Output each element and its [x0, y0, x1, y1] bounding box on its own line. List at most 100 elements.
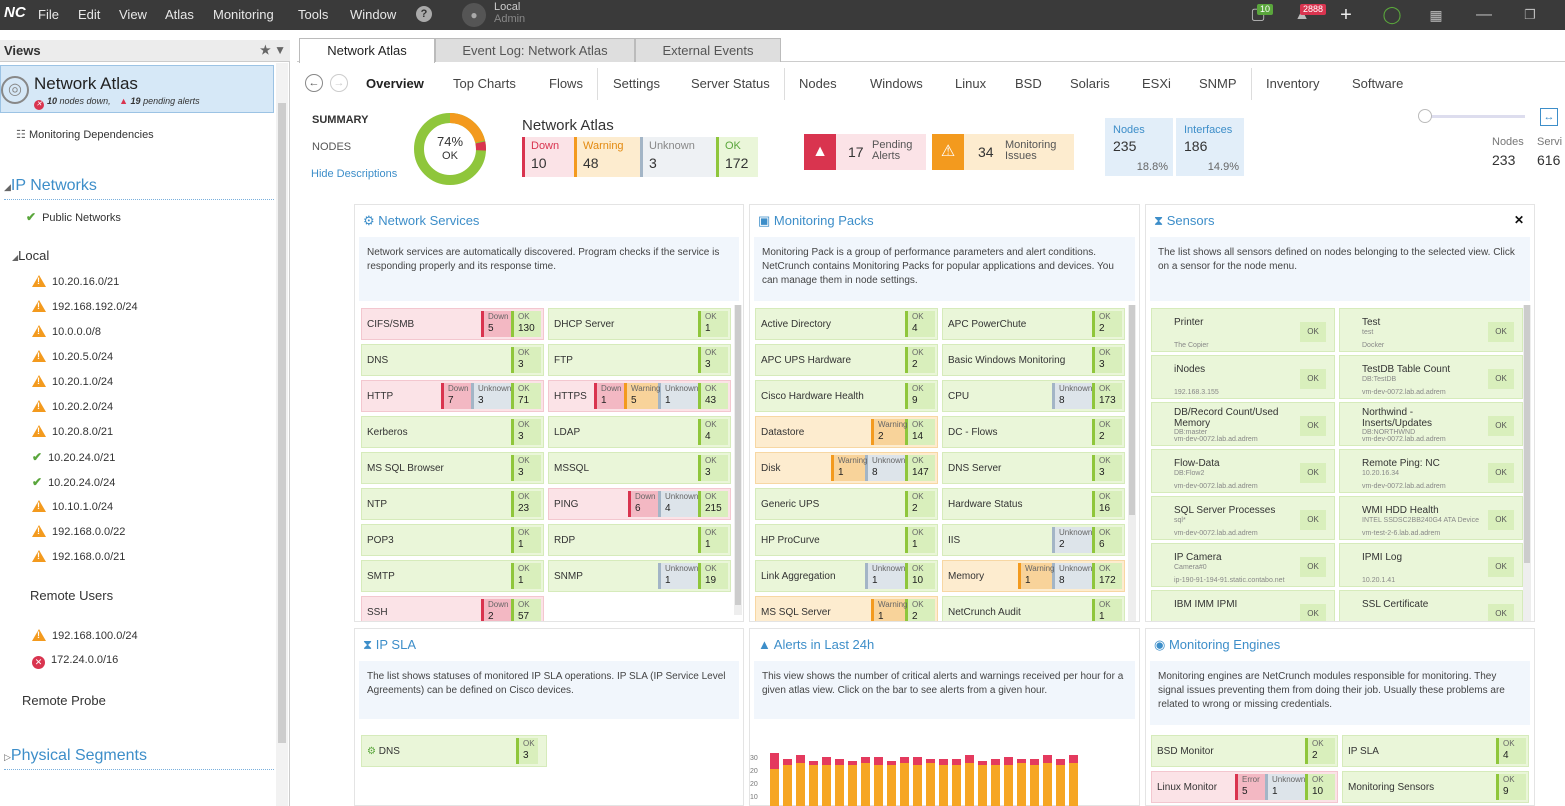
nav-linux[interactable]: Linux: [955, 76, 987, 91]
alert-bar[interactable]: [913, 757, 922, 806]
nav-nodes[interactable]: Nodes: [799, 76, 837, 91]
service-tile[interactable]: Linux Monitor OK 10 Unknown 1 Error 5: [1151, 771, 1338, 803]
service-tile[interactable]: NTP OK 23: [361, 488, 544, 520]
network-item[interactable]: ✕ 172.24.0.0/16: [32, 654, 118, 669]
service-tile[interactable]: BSD Monitor OK 2: [1151, 735, 1338, 767]
sensor-tile[interactable]: Remote Ping: NC 10.20.16.34 vm-dev-0072.la…: [1339, 449, 1523, 493]
service-tile[interactable]: HP ProCurve OK 1: [755, 524, 938, 556]
network-item[interactable]: 10.20.2.0/24: [32, 400, 113, 413]
menu-edit[interactable]: Edit: [78, 7, 101, 22]
menu-window[interactable]: Window: [350, 7, 397, 22]
alert-bar[interactable]: [874, 757, 883, 806]
search-icon[interactable]: ◯: [1382, 5, 1402, 24]
service-tile[interactable]: POP3 OK 1: [361, 524, 544, 556]
restore-icon[interactable]: ❐: [1524, 7, 1536, 22]
sensor-tile[interactable]: Printer The Copier OK: [1151, 308, 1335, 352]
local-group[interactable]: ◢Local: [12, 248, 49, 263]
alert-bar[interactable]: [887, 760, 896, 806]
monitoring-issues-card[interactable]: ⚠ 34 Monitoring Issues: [932, 134, 1074, 170]
sensor-tile[interactable]: SQL Server Processes sql* vm-dev-0072.lab.…: [1151, 496, 1335, 540]
service-tile[interactable]: IP SLA OK 4: [1342, 735, 1529, 767]
nav-esxi[interactable]: ESXi: [1142, 76, 1171, 91]
sensor-tile[interactable]: iNodes 192.168.3.155 OK: [1151, 355, 1335, 399]
nav-snmp[interactable]: SNMP: [1199, 76, 1237, 91]
slider-handle[interactable]: [1418, 109, 1432, 123]
nav-solaris[interactable]: Solaris: [1070, 76, 1110, 91]
network-item[interactable]: 10.0.0.0/8: [32, 325, 101, 338]
service-tile[interactable]: DNS OK 3: [361, 344, 544, 376]
service-tile[interactable]: Kerberos OK 3: [361, 416, 544, 448]
service-tile[interactable]: Disk OK 147 Unknown 8 Warning 1: [755, 452, 938, 484]
panel-scrollbar[interactable]: [1523, 305, 1531, 621]
service-tile[interactable]: Monitoring Sensors OK 9: [1342, 771, 1529, 803]
panel-scrollbar[interactable]: [1128, 305, 1136, 621]
network-item[interactable]: 192.168.100.0/24: [32, 629, 138, 642]
service-tile[interactable]: CPU OK 173 Unknown 8: [942, 380, 1125, 412]
alert-bar[interactable]: [939, 759, 948, 806]
unknown-stat[interactable]: Unknown 3: [640, 137, 716, 177]
remote-users-group[interactable]: Remote Users: [30, 588, 114, 603]
service-tile[interactable]: HTTPS OK 43 Unknown 1 Warning 5 Down 1: [548, 380, 731, 412]
service-tile[interactable]: RDP OK 1: [548, 524, 731, 556]
sensor-tile[interactable]: WMI HDD Health INTEL SSDSC2BB240G4 ATA De…: [1339, 496, 1523, 540]
ip-networks-section[interactable]: ◢IP Networks: [4, 177, 97, 195]
scroll-thumb[interactable]: [1129, 305, 1135, 515]
zoom-slider[interactable]: [1418, 109, 1525, 123]
alert-bar[interactable]: [1069, 755, 1078, 806]
tab-external-events[interactable]: External Events: [635, 38, 781, 62]
ok-stat[interactable]: OK 172: [716, 137, 758, 177]
public-networks-item[interactable]: ✔ Public Networks: [26, 210, 121, 224]
sensor-tile[interactable]: Flow-Data DB:Flow2 vm-dev-0072.lab.ad.adre…: [1151, 449, 1335, 493]
service-tile[interactable]: SNMP OK 19 Unknown 1: [548, 560, 731, 592]
sensor-tile[interactable]: Northwind - Inserts/Updates DB:NORTHWND vm…: [1339, 402, 1523, 446]
service-tile[interactable]: Cisco Hardware Health OK 9: [755, 380, 938, 412]
alert-bar[interactable]: [809, 760, 818, 806]
sensor-tile[interactable]: IP Camera Camera#0 ip-190-91-194-91.static…: [1151, 543, 1335, 587]
sensor-tile[interactable]: Test test Docker OK: [1339, 308, 1523, 352]
alert-bar[interactable]: [991, 759, 1000, 806]
alert-bar[interactable]: [796, 755, 805, 806]
alert-bar[interactable]: [861, 757, 870, 806]
nav-inventory[interactable]: Inventory: [1266, 76, 1320, 91]
user-avatar-icon[interactable]: ●: [462, 3, 486, 27]
close-icon[interactable]: ✕: [1513, 213, 1524, 227]
pending-alerts-card[interactable]: ▲ 17 Pending Alerts: [804, 134, 926, 170]
alert-bar[interactable]: [900, 757, 909, 806]
atlas-node-selected[interactable]: ◎ Network Atlas ✕ 10 nodes down, ▲ 19 pen…: [0, 65, 274, 113]
pin-filter-icon[interactable]: ★ ▼: [260, 43, 286, 57]
help-icon[interactable]: ?: [416, 6, 432, 22]
alert-bar[interactable]: [1043, 755, 1052, 806]
service-tile[interactable]: PING OK 215 Unknown 4 Down 6: [548, 488, 731, 520]
hide-descriptions-link[interactable]: Hide Descriptions: [311, 168, 398, 180]
alert-bar[interactable]: [965, 755, 974, 806]
alert-bar[interactable]: [835, 759, 844, 806]
expand-width-icon[interactable]: ↔: [1540, 108, 1558, 126]
network-item[interactable]: 10.20.16.0/21: [32, 275, 119, 288]
physical-segments-section[interactable]: ▷Physical Segments: [4, 747, 147, 765]
menu-tools[interactable]: Tools: [298, 7, 329, 22]
service-tile[interactable]: Generic UPS OK 2: [755, 488, 938, 520]
alert-bar[interactable]: [1017, 759, 1026, 806]
service-tile[interactable]: DC - Flows OK 2: [942, 416, 1125, 448]
alerts-chart[interactable]: 30 20 20 10: [750, 753, 1141, 806]
menu-view[interactable]: View: [119, 7, 147, 22]
network-item[interactable]: 10.20.8.0/21: [32, 425, 113, 438]
network-item[interactable]: 192.168.192.0/24: [32, 300, 138, 313]
tab-event-log[interactable]: Event Log: Network Atlas: [435, 38, 635, 62]
back-icon[interactable]: ←: [305, 74, 323, 92]
apps-grid-icon[interactable]: ▦: [1429, 7, 1443, 23]
nav-flows[interactable]: Flows: [549, 76, 583, 91]
service-tile[interactable]: APC UPS Hardware OK 2: [755, 344, 938, 376]
nav-server-status[interactable]: Server Status: [691, 76, 770, 91]
sensor-tile[interactable]: SSL Certificate OK: [1339, 590, 1523, 621]
service-tile[interactable]: DHCP Server OK 1: [548, 308, 731, 340]
forward-icon[interactable]: →: [330, 74, 348, 92]
service-tile[interactable]: Active Directory OK 4: [755, 308, 938, 340]
service-tile[interactable]: Datastore OK 14 Warning 2: [755, 416, 938, 448]
service-tile[interactable]: LDAP OK 4: [548, 416, 731, 448]
nav-settings[interactable]: Settings: [613, 76, 660, 91]
nodes-box[interactable]: Nodes 235 18.8%: [1105, 118, 1173, 176]
nodes-donut[interactable]: 74% OK: [413, 112, 487, 186]
alert-bar[interactable]: [952, 759, 961, 806]
service-tile[interactable]: MS SQL Server OK 2 Warning 1: [755, 596, 938, 621]
